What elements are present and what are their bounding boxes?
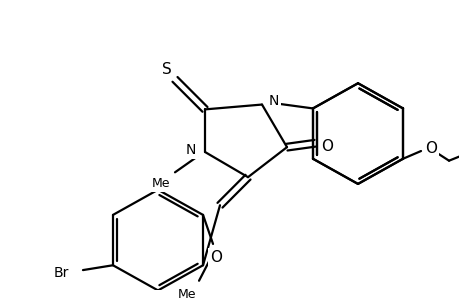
Text: N: N xyxy=(268,94,279,108)
Text: O: O xyxy=(320,139,332,154)
Text: Me: Me xyxy=(151,177,170,190)
Text: Me: Me xyxy=(177,288,196,300)
Text: S: S xyxy=(162,62,172,77)
Text: O: O xyxy=(424,141,436,156)
Text: N: N xyxy=(185,143,196,157)
Text: O: O xyxy=(210,250,222,265)
Text: Br: Br xyxy=(53,266,68,280)
